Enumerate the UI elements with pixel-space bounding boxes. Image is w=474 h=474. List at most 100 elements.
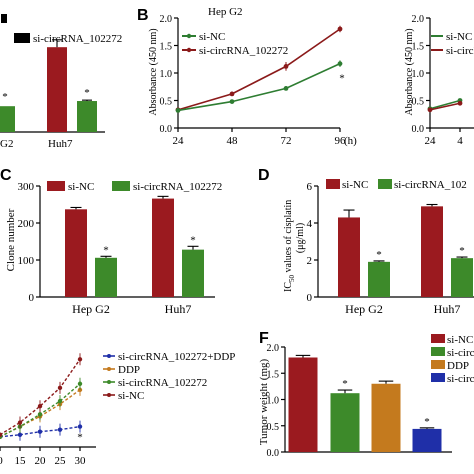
panel-b-x-unit: (h) <box>344 135 357 147</box>
panel-d-sig: * <box>376 249 382 261</box>
panel-d-legend-swatch-2 <box>378 179 392 189</box>
panel-f-legend-label-1: si-NC <box>447 334 473 346</box>
panel-b-sig: * <box>339 73 345 85</box>
panel-d-legend-label-2: si-circRNA_102 <box>394 179 467 191</box>
panel-f-1-bar <box>288 357 318 452</box>
panel-f-legend-label-2: si-circ <box>447 347 474 359</box>
panel-d-1-1-bar <box>338 217 360 297</box>
panel-b-legend: si-NC si-circRNA_102272 <box>182 31 288 57</box>
panel-b-y-tick-label: 1.0 <box>160 69 173 80</box>
panel-d-y-tick-label: 0 <box>307 292 313 304</box>
panel-b-axes: 0.0 0.5 1.0 1.5 2.0 24 48 72 96(h) <box>160 14 358 147</box>
panel-d: D IC50 values of cisplatin (μg/ml) 0 2 4 6 H… <box>258 167 474 316</box>
panel-a-sig-2: * <box>84 87 90 99</box>
panel-a-legend-swatch-1 <box>1 14 7 23</box>
panel-b-x-tick-label: 48 <box>227 135 239 147</box>
panel-a-huh7-green-bar <box>77 101 97 132</box>
panel-a-legend-label-2: si-circRNA_102272 <box>33 33 122 45</box>
panel-b-y-tick-label: 0.0 <box>160 124 173 135</box>
panel-e-x-tick-label: 15 <box>15 455 27 467</box>
panel-f: F Tumor weight (mg) 0.00.51.01.52.0 ** s… <box>258 330 474 459</box>
panel-d-y-tick-label: 6 <box>307 181 313 193</box>
panel-b-y-label: Absorbance (450 nm) <box>148 28 159 115</box>
panel-b-y-tick-label: 1.5 <box>160 42 173 53</box>
panel-b2-point <box>457 100 463 106</box>
panel-e-series-line-4 <box>0 358 81 436</box>
panel-f-y-label: Tumor weight (mg) <box>258 358 270 445</box>
panel-d-2-2-bar <box>451 258 473 297</box>
panel-b-legend-label-1: si-NC <box>199 31 225 43</box>
panel-c-legend-label-1: si-NC <box>68 181 94 193</box>
panel-f-sig: * <box>424 416 430 428</box>
panel-c-y-tick-label: 200 <box>18 218 35 230</box>
panel-b2-legend-label-1: si-NC <box>446 31 472 43</box>
panel-b-legend-marker-2 <box>186 47 192 53</box>
panel-e-point <box>0 432 3 437</box>
panel-c-y-tick-label: 300 <box>18 181 35 193</box>
panel-b-x-tick-label: 24 <box>173 135 185 147</box>
panel-b-plot: * <box>175 25 345 113</box>
panel-c-sig: * <box>190 234 196 246</box>
panel-b-point <box>229 91 235 97</box>
panel-b-legend-label-2: si-circRNA_102272 <box>199 45 288 57</box>
panel-f-y-tick-label: 2.0 <box>267 343 280 354</box>
panel-b2-x-tick-label: 4 <box>457 135 463 147</box>
panel-f-legend-swatch-1 <box>431 334 445 343</box>
panel-f-4-bar <box>412 428 442 452</box>
panel-c-letter: C <box>0 167 12 184</box>
panel-e-axes: 0 15 20 25 30 <box>0 446 96 467</box>
panel-b-y-tick-label: 0.5 <box>160 97 173 108</box>
panel-b2: Absorbance (450 nm) 0.0 0.5 1.0 1.5 2.0 24 4 s… <box>404 14 474 147</box>
panel-c-category-label: Hep G2 <box>72 302 110 316</box>
panel-a-huh7-red-bar <box>47 47 67 132</box>
panel-d-category-label: Huh7 <box>434 302 461 316</box>
panel-d-y-label: IC50 values of cisplatin <box>283 200 296 292</box>
panel-b2-y-tick-label: 0.0 <box>412 124 425 135</box>
panel-c-sig: * <box>103 244 109 256</box>
panel-b-title: Hep G2 <box>208 6 243 18</box>
panel-e: 0 15 20 25 30 * si-circRNA_102272+DDPDDPsi-c… <box>0 351 235 467</box>
panel-b-point <box>283 64 289 69</box>
panel-b2-point <box>427 107 433 113</box>
panel-b2-y-tick-label: 2.0 <box>412 14 425 25</box>
panel-d-category-label: Hep G2 <box>345 302 383 316</box>
panel-b-series-line-1 <box>177 28 341 111</box>
panel-c-2-1-bar <box>152 198 174 297</box>
panel-e-legend-marker-4 <box>107 393 111 397</box>
panel-c-category-label: Huh7 <box>165 302 192 316</box>
panel-e-plot: * <box>0 353 83 444</box>
panel-b-point <box>175 108 181 113</box>
panel-d-legend: si-NC si-circRNA_102 <box>326 179 467 191</box>
panel-f-3-bar <box>371 383 401 452</box>
panel-b2-y-tick-label: 0.5 <box>412 97 425 108</box>
panel-e-series-line-2 <box>0 389 81 438</box>
panel-a: si-circRNA_102272 * * G2 Huh7 <box>0 14 122 150</box>
panel-f-legend-swatch-4 <box>431 373 445 382</box>
panel-c-bars: ** <box>65 195 204 297</box>
panel-c-legend-swatch-1 <box>47 181 65 191</box>
panel-f-sig: * <box>342 378 348 390</box>
panel-d-y-unit: (μg/ml) <box>295 223 306 253</box>
panel-f-y-tick-label: 1.0 <box>267 396 280 407</box>
panel-e-legend-marker-3 <box>107 380 111 384</box>
panel-a-bar-g2-green <box>0 106 15 132</box>
panel-b-legend-marker-1 <box>186 33 192 39</box>
panel-e-x-tick-label: 0 <box>0 455 3 467</box>
panel-d-sig: * <box>459 245 465 257</box>
panel-b-point <box>337 61 343 67</box>
panel-b2-series-line-1 <box>429 99 461 110</box>
panel-e-x-tick-label: 30 <box>75 455 87 467</box>
panel-e-legend-label-1: si-circRNA_102272+DDP <box>118 351 235 363</box>
panel-b2-y-tick-label: 1.5 <box>412 42 425 53</box>
panel-d-axes: 0 2 4 6 Hep G2 Huh7 <box>307 181 474 316</box>
panel-b-x-tick-label: 72 <box>281 135 292 147</box>
panel-f-bars: ** <box>288 354 442 452</box>
panel-c-axes: 0 100 200 300 Hep G2 Huh7 <box>18 181 215 316</box>
panel-d-y-tick-label: 4 <box>307 218 313 230</box>
panel-f-2-bar <box>330 393 360 452</box>
panel-e-legend-marker-1 <box>107 354 111 358</box>
panel-c-1-2-bar <box>95 257 117 297</box>
panel-c-y-tick-label: 0 <box>29 292 35 304</box>
panel-e-legend-label-4: si-NC <box>118 390 144 402</box>
